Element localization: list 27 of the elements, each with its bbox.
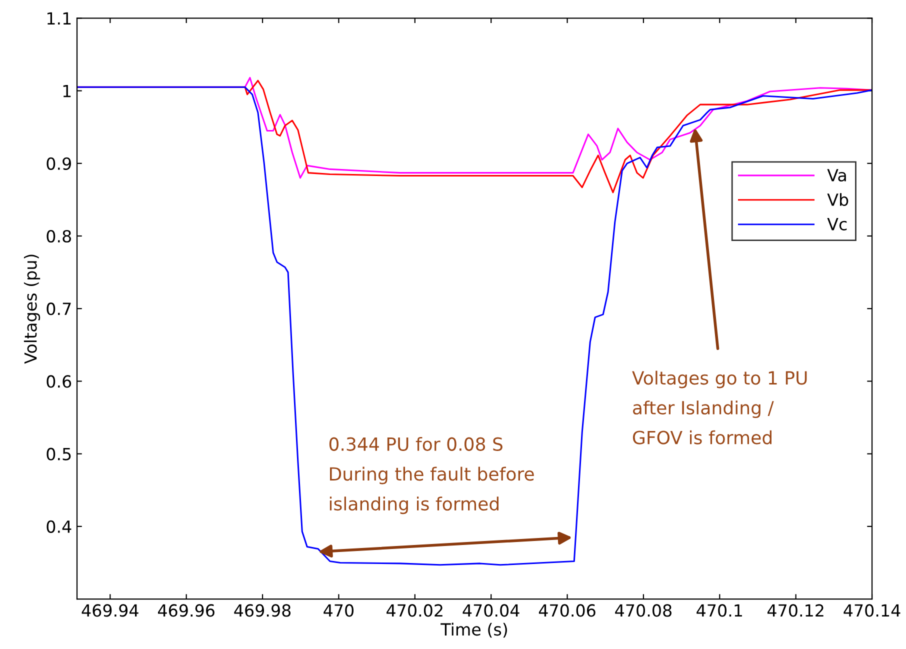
x-tick-label: 470.04 [462,604,520,617]
y-axis-title: Voltages (pu) [24,254,40,364]
y-tick-label: 0.5 [46,448,71,460]
y-tick-label: 0.4 [46,520,72,533]
x-tick-label: 470.12 [767,604,824,617]
x-tick-label: 469.98 [234,604,291,617]
legend-label: Vc [827,218,847,230]
y-tick-label: 1 [63,84,71,98]
x-tick-label: 470.02 [386,604,442,617]
legend-label: Vb [827,193,848,206]
x-tick-label: 470.06 [538,604,596,617]
legend-label: Va [827,169,846,182]
x-tick-label: 470.08 [615,604,672,617]
x-tick-label: 470 [324,604,354,617]
y-tick-label: 0.6 [46,375,72,388]
annotation: 0.344 PU for 0.08 S During the fault before islanding is formed [329,436,534,514]
y-tick-label: 0.8 [46,230,72,243]
y-tick-label: 0.7 [46,302,71,316]
x-tick-label: 469.94 [82,604,138,617]
annotation: Voltages go to 1 PU after Islanding / GFOV is formed [632,370,807,444]
x-tick-label: 469.96 [158,604,214,617]
x-tick-label: 470.1 [696,604,742,617]
x-axis-title: Time (s) [440,622,507,638]
y-tick-label: 1.1 [47,12,71,25]
y-tick-label: 0.9 [46,157,71,170]
x-tick-label: 470.14 [844,604,900,617]
line-series [77,86,872,566]
